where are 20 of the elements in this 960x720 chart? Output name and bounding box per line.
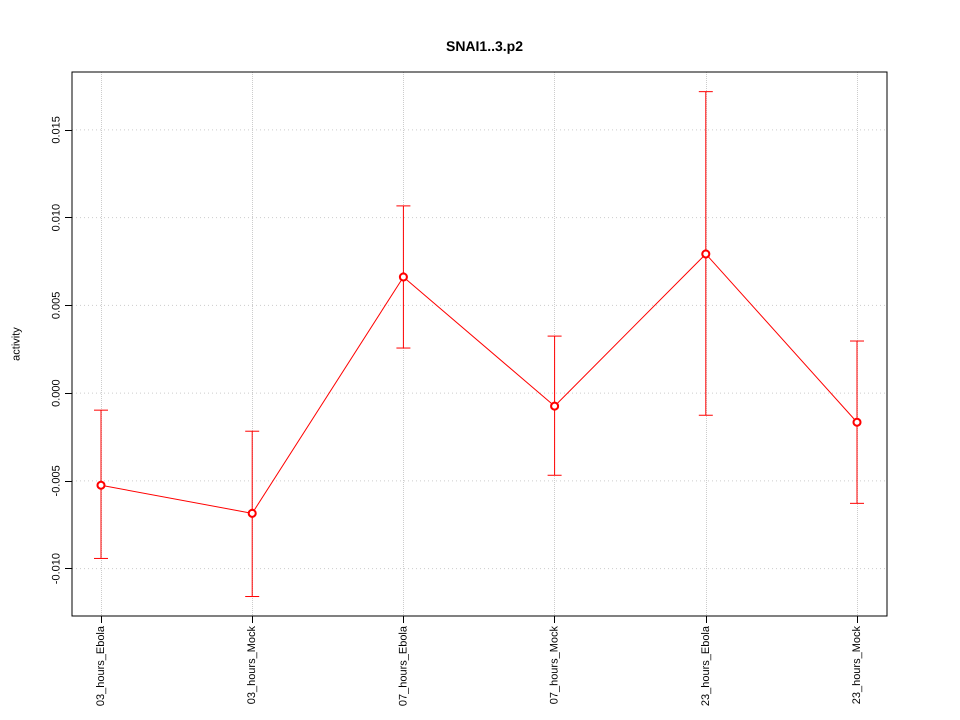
point <box>852 418 862 427</box>
x-tick-label: 03_hours_Ebola <box>95 625 107 706</box>
point <box>701 249 710 258</box>
x-tick-label: 23_hours_Ebola <box>700 625 712 706</box>
y-tick-label: 0.005 <box>50 292 62 320</box>
x-tick-label: 07_hours_Ebola <box>397 625 410 706</box>
y-tick-label: 0.010 <box>50 204 62 232</box>
point <box>248 508 257 518</box>
x-tick-label: 07_hours_Mock <box>548 626 561 704</box>
y-tick-label: 0.015 <box>50 116 62 144</box>
point <box>550 402 560 411</box>
y-axis-title: activity <box>10 326 22 361</box>
point <box>398 272 408 282</box>
x-tick-label: 03_hours_Mock <box>246 626 258 704</box>
y-tick-label: -0.010 <box>50 553 62 584</box>
y-tick-label: 0.000 <box>50 379 62 407</box>
point <box>96 480 106 490</box>
x-tick-label: 23_hours_Mock <box>851 626 863 704</box>
chart-title: SNAI1..3.p2 <box>446 38 524 54</box>
y-tick-label: -0.005 <box>50 465 62 496</box>
